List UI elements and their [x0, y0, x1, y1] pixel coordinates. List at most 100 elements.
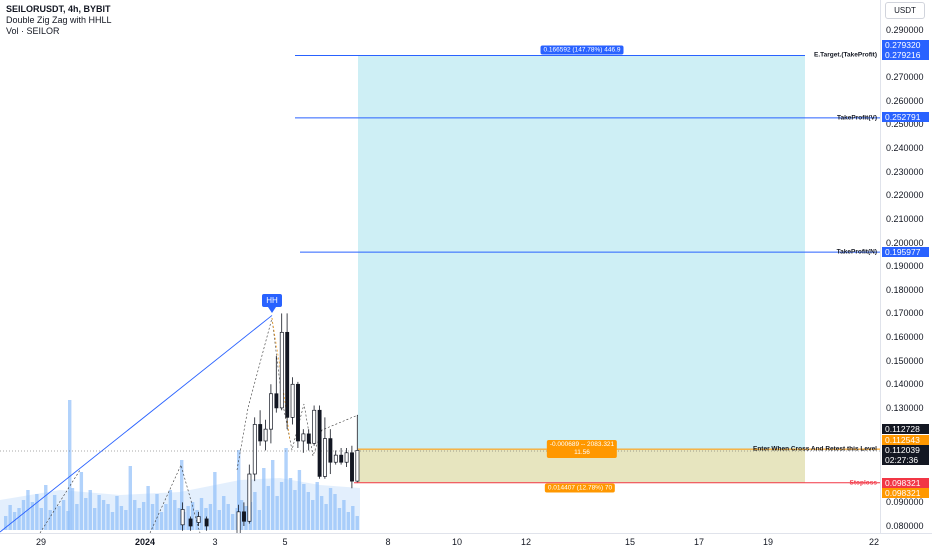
price-tick: 0.130000 [886, 402, 924, 413]
volume-bar [271, 460, 275, 530]
time-tick: 19 [762, 537, 774, 547]
volume-bar [319, 496, 324, 530]
candle-body [263, 428, 268, 442]
volume-bar [217, 510, 221, 530]
candle-body [306, 433, 311, 444]
volume-bar [239, 500, 244, 530]
stop-info-pill[interactable]: 0.014407 (12.78%) 70 [544, 483, 616, 493]
indicator-title[interactable]: Double Zig Zag with HHLL [6, 15, 112, 25]
time-tick: 5 [282, 537, 288, 547]
volume-bar [159, 512, 164, 530]
volume-bar [311, 500, 315, 530]
volume-bar [141, 502, 146, 530]
takeprofit-v-price-label: 0.252791 [882, 112, 929, 122]
chart-canvas[interactable] [0, 0, 880, 533]
candle-body [290, 383, 295, 418]
takeprofit-n-annotation: TakeProfit(N) [836, 248, 877, 256]
volume-bar [4, 516, 8, 530]
time-tick: 17 [693, 537, 705, 547]
price-tick: 0.240000 [886, 143, 924, 154]
volume-bar [337, 508, 342, 530]
volume-bar [39, 508, 43, 530]
candle-body [328, 438, 333, 463]
entry-annotation: Enter When Cross And Retest this Level [752, 445, 877, 453]
price-tick: 0.140000 [886, 379, 924, 390]
time-tick: 29 [35, 537, 47, 547]
volume-bar [199, 498, 204, 530]
volume-bar [333, 494, 337, 530]
candle-body [317, 409, 322, 477]
volume-bar [155, 494, 159, 530]
volume-bar [97, 495, 101, 530]
candle-body [247, 473, 252, 522]
candle-body [323, 438, 327, 477]
time-tick: 15 [624, 537, 636, 547]
candle-body [339, 454, 344, 463]
entry-info-line2: 11.56 [574, 449, 590, 456]
volume-bar [8, 505, 12, 530]
volume-bar [351, 506, 355, 530]
price-tick: 0.230000 [886, 166, 924, 177]
price-tick: 0.210000 [886, 213, 924, 224]
volume-bar [70, 488, 75, 530]
volume-bar [213, 472, 217, 530]
volume-bar [226, 504, 230, 530]
takeprofit-v-annotation: TakeProfit(V) [837, 114, 877, 122]
price-tick: 0.180000 [886, 284, 924, 295]
volume-bar [137, 508, 141, 530]
candle-body [258, 424, 263, 442]
volume-bar [12, 512, 17, 530]
volume-bar [110, 512, 115, 530]
volume-bar [30, 502, 35, 530]
volume-bar [253, 492, 257, 530]
price-tick: 0.290000 [886, 25, 924, 35]
volume-bar [230, 514, 235, 530]
price-tick: 0.080000 [886, 521, 924, 531]
countdown-label: 02:27:36 [882, 455, 929, 465]
volume-bar [57, 506, 61, 530]
volume-bar [297, 470, 302, 530]
etarget-price-label: 0.279216 [882, 50, 929, 60]
volume-bar [328, 488, 333, 530]
candle-body [312, 409, 317, 444]
volume-bar [17, 508, 21, 530]
volume-bar [146, 486, 150, 530]
time-tick: 10 [451, 537, 463, 547]
time-tick: 3 [212, 537, 218, 547]
time-tick: 8 [385, 537, 391, 547]
price-tick: 0.270000 [886, 72, 924, 83]
small-zigzag-line [39, 469, 81, 533]
candle-body [279, 331, 284, 409]
candle-body [269, 393, 273, 430]
target-info-pill[interactable]: 0.166592 (147.78%) 446.9 [540, 45, 624, 55]
candle-body [344, 452, 349, 463]
currency-button[interactable]: USDT [885, 2, 925, 19]
price-tick: 0.090000 [886, 497, 924, 508]
hh-pointer [268, 307, 276, 313]
volume-bar [342, 500, 346, 530]
volume-bar [262, 468, 266, 530]
candle-body [180, 509, 185, 526]
volume-bar [279, 482, 284, 530]
time-axis[interactable]: 29 2024 3 5 8 10 12 15 17 19 22 [0, 533, 932, 551]
volume-title[interactable]: Vol · SEILOR [6, 26, 60, 36]
candle-body [196, 516, 201, 523]
volume-bar [257, 510, 262, 530]
symbol-title[interactable]: SEILORUSDT, 4h, BYBIT [6, 4, 111, 14]
candle-body [274, 393, 279, 409]
price-axis[interactable]: USDT 0.290000 0.270000 0.260000 0.250000 0.2… [880, 0, 932, 533]
price-tick: 0.170000 [886, 308, 924, 319]
volume-bar [84, 498, 88, 530]
current-price-label: 0.112039 [882, 445, 929, 455]
entry-info-line1: -0.000689 -- 2083.321 [549, 441, 615, 448]
volume-bar [306, 492, 310, 530]
volume-bar [177, 508, 181, 530]
price-tick: 0.220000 [886, 190, 924, 201]
entry-info-pill[interactable]: -0.000689 -- 2083.321 11.56 [546, 440, 618, 458]
volume-bar [35, 494, 39, 530]
takeprofit-n-price-label: 0.195977 [882, 247, 929, 257]
chart-pane[interactable]: SEILORUSDT, 4h, BYBIT Double Zig Zag wit… [0, 0, 880, 533]
candle-body [333, 454, 338, 463]
volume-bar [237, 450, 241, 530]
volume-bar [79, 472, 84, 530]
